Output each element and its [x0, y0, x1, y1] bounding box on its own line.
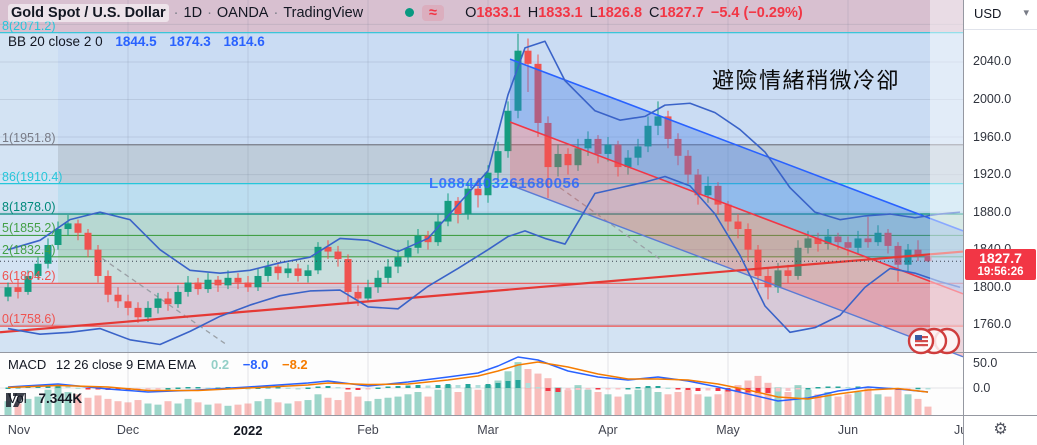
- bb-title: BB: [8, 34, 27, 49]
- currency-label: USD: [974, 6, 1002, 21]
- chevron-down-icon: ▾: [1023, 7, 1029, 19]
- price-tick: 1960.0: [973, 129, 1012, 144]
- fib-level-label: 8(2071.2): [2, 18, 56, 33]
- candles-layer: [4, 33, 932, 323]
- fib-level-label: 0(1758.6): [2, 312, 56, 327]
- time-tick: Jul: [954, 423, 963, 437]
- id-watermark: L0884403261680056: [429, 175, 581, 192]
- low-value: 1826.8: [597, 5, 643, 21]
- price-tick: 1760.0: [973, 317, 1012, 332]
- indicator-tick: 0.0: [973, 380, 991, 395]
- fib-lines-layer: [0, 32, 963, 327]
- price-axis[interactable]: 2080.02040.02000.01960.01920.01880.01840…: [963, 0, 1037, 445]
- axis-settings-cell[interactable]: ⚙: [964, 415, 1037, 445]
- macd-title: MACD: [8, 357, 47, 372]
- trendline-drawing[interactable]: [0, 250, 963, 334]
- close-value: 1827.7: [659, 5, 704, 21]
- market-status-dot: [405, 8, 415, 17]
- symbol-title: Gold Spot / U.S. Dollar: [8, 4, 169, 22]
- symbol-logo-icon: [907, 327, 961, 355]
- vol-value: 7.344K: [38, 391, 83, 406]
- time-tick: Apr: [598, 423, 618, 437]
- gear-icon: ⚙: [993, 421, 1008, 438]
- bb-params: 20 close 2 0: [29, 34, 103, 49]
- macd-signal-value: −8.2: [282, 357, 308, 372]
- bb-upper-value: 1874.3: [169, 34, 211, 49]
- exchange-label: OANDA: [216, 5, 269, 21]
- dashed-trendlines-layer: [94, 187, 661, 345]
- delayed-data-badge: ≈: [422, 5, 445, 21]
- time-tick: Dec: [116, 423, 140, 437]
- interval-label: 1D: [183, 5, 203, 21]
- fib-level-label: 86(1910.4): [2, 169, 63, 184]
- time-tick: Nov: [7, 423, 31, 437]
- price-tick: 1920.0: [973, 167, 1012, 182]
- price-tick: 2000.0: [973, 91, 1012, 106]
- fib-level-label: 1(1951.8): [2, 130, 56, 145]
- time-tick: Feb: [357, 423, 379, 437]
- macd-hist-value: 0.2: [211, 357, 230, 372]
- time-axis[interactable]: Nov Dec 2022 Feb Mar Apr May Jun Jul: [0, 415, 963, 445]
- fib-level-label: 2(1832.4): [2, 242, 56, 257]
- time-tick: 2022: [233, 423, 263, 438]
- fib-level-label: 8(1878.0): [2, 200, 56, 215]
- bar-countdown: 19:56:26: [977, 266, 1024, 278]
- grid-layer: [0, 0, 963, 415]
- macd-line-value: −8.0: [242, 357, 269, 372]
- volume-indicator-legend[interactable]: Vol 7.344K: [6, 391, 83, 407]
- high-value: 1833.1: [538, 5, 583, 21]
- price-tick: 2040.0: [973, 54, 1012, 69]
- time-tick: Jun: [837, 423, 859, 437]
- fib-level-label: 6(1804.2): [2, 269, 56, 284]
- vol-title: Vol: [8, 391, 27, 406]
- price-tick: 1800.0: [973, 279, 1012, 294]
- bb-lower-value: 1814.6: [223, 34, 265, 49]
- bb-indicator-legend[interactable]: BB 20 close 2 0 1844.5 1874.3 1814.6: [8, 34, 265, 49]
- pane-separator[interactable]: [964, 352, 1037, 353]
- right-margin-strip: [930, 0, 963, 352]
- fib-zones-layer: [0, 0, 963, 327]
- time-tick: Mar: [477, 423, 499, 437]
- macd-lines-layer: [7, 356, 929, 402]
- indicator-tick: 50.0: [973, 355, 998, 370]
- price-tick: 1880.0: [973, 204, 1012, 219]
- channel-drawing-layer: [509, 58, 963, 358]
- bollinger-bands-layer: [7, 40, 961, 346]
- time-tick: May: [716, 423, 740, 437]
- macd-indicator-legend[interactable]: MACD 12 26 close 9 EMA EMA 0.2 −8.0 −8.2: [8, 357, 308, 372]
- bb-basis-value: 1844.5: [115, 34, 157, 49]
- price-chart-canvas[interactable]: [0, 0, 963, 415]
- macd-params: 12 26 close 9 EMA EMA: [55, 357, 196, 372]
- symbol-legend[interactable]: Gold Spot / U.S. Dollar · 1D · OANDA · Trading…: [8, 4, 803, 22]
- change-value: −5.4 (−0.29%): [710, 5, 803, 21]
- last-price-value: 1827.7: [979, 250, 1022, 266]
- open-value: 1833.1: [476, 5, 521, 21]
- last-price-badge: 1827.7 19:56:26: [965, 249, 1036, 280]
- chart-text-annotation[interactable]: 避險情緒稍微冷卻: [712, 68, 901, 93]
- fib-level-label: 5(1855.2): [2, 221, 56, 236]
- currency-dropdown[interactable]: USD ▾: [964, 0, 1037, 30]
- brand-label: TradingView: [283, 5, 364, 21]
